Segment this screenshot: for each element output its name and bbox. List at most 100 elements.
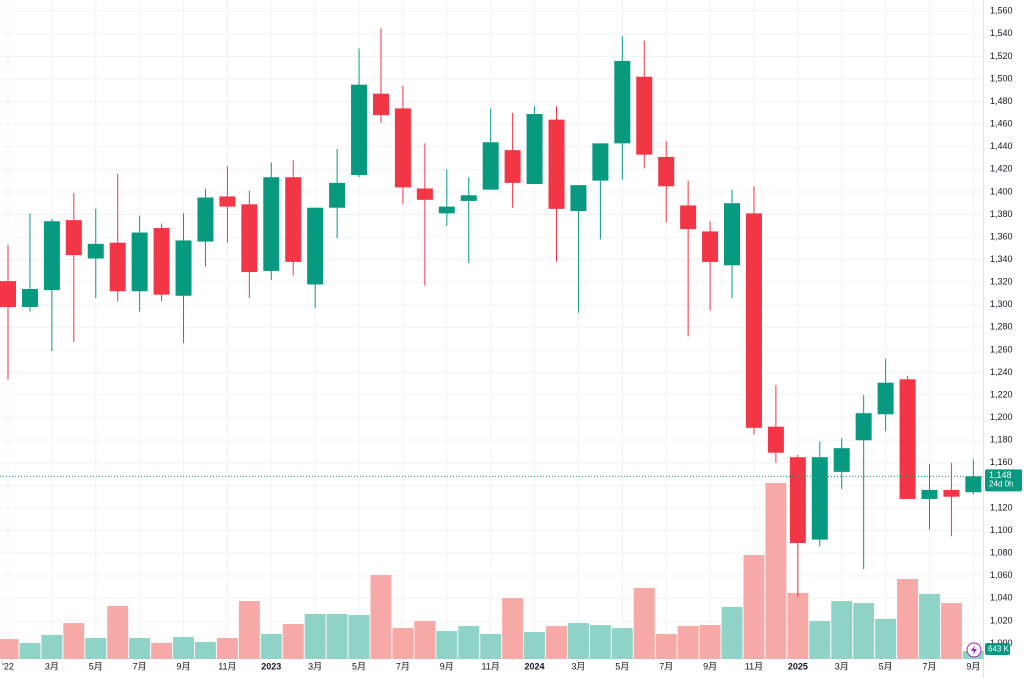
volume-pane	[0, 482, 984, 659]
volume-bar	[173, 636, 194, 659]
volume-bar	[677, 626, 699, 659]
volume-bar	[633, 587, 655, 659]
candle-body	[21, 288, 38, 308]
candle-body	[438, 206, 455, 214]
candle-body	[285, 177, 302, 262]
y-tick-label: 1,120	[990, 502, 1013, 512]
volume-bar	[743, 555, 765, 659]
volume-label-box	[985, 643, 1010, 655]
volume-bar	[63, 623, 85, 659]
candle-body	[263, 177, 280, 271]
candle-body	[833, 448, 850, 472]
candle-body	[724, 203, 741, 266]
volume-bar	[831, 601, 853, 659]
y-tick-label: 1,180	[990, 435, 1013, 445]
candle-body	[351, 84, 368, 175]
candle-body	[789, 457, 806, 543]
x-tick-label: 9月	[440, 661, 454, 671]
candle-body	[329, 182, 346, 208]
volume-bar	[304, 613, 326, 659]
volume-bar	[480, 633, 502, 659]
volume-bar	[282, 624, 304, 659]
candle-body	[921, 489, 938, 499]
x-tick-label: 7月	[922, 661, 936, 671]
x-tick-label: 5月	[89, 661, 103, 671]
volume-bar	[238, 601, 260, 659]
y-tick-label: 1,360	[990, 231, 1013, 241]
candle-body	[504, 150, 521, 183]
volume-bar	[589, 625, 611, 659]
candle-body	[855, 413, 872, 441]
candle-body	[943, 489, 960, 497]
x-tick-label: 3月	[571, 661, 585, 671]
volume-bar	[919, 593, 940, 659]
candle-body	[219, 196, 236, 207]
candle-body	[899, 379, 916, 499]
volume-label: 643 K	[988, 645, 1010, 654]
y-tick-label: 1,200	[990, 412, 1013, 422]
x-tick-label: 9月	[703, 661, 717, 671]
volume-bar	[194, 641, 216, 659]
x-tick-label: 7月	[133, 661, 147, 671]
x-tick-label: 2024	[525, 661, 545, 671]
candle-body	[416, 188, 433, 200]
candle-body	[767, 426, 784, 453]
y-tick-label: 1,020	[990, 615, 1013, 625]
volume-bar	[436, 631, 458, 659]
volume-bar	[392, 628, 414, 659]
volume-bar	[502, 598, 524, 659]
y-tick-label: 1,460	[990, 119, 1013, 129]
volume-bar	[0, 639, 19, 659]
y-tick-label: 1,420	[990, 164, 1013, 174]
volume-bar	[567, 623, 589, 659]
volume-bar	[85, 637, 107, 659]
grid	[0, 0, 983, 658]
countdown-label: 24d 0h	[989, 479, 1013, 488]
y-tick-label: 1,400	[990, 186, 1013, 196]
candle-body	[394, 108, 411, 188]
volume-bar	[348, 614, 370, 659]
volume-bar	[107, 606, 129, 659]
y-tick-label: 1,380	[990, 209, 1013, 219]
x-tick-label: 11月	[218, 661, 236, 671]
candle-body	[570, 185, 587, 212]
y-tick-label: 1,480	[990, 96, 1013, 106]
y-tick-label: 1,040	[990, 593, 1013, 603]
volume-bar	[19, 642, 41, 659]
x-tick-label: 3月	[835, 661, 849, 671]
x-tick-label: 9月	[966, 661, 980, 671]
candle-body	[109, 242, 126, 292]
volume-bar	[721, 607, 743, 659]
candle-body	[153, 228, 170, 295]
x-tick-label: 2023	[261, 661, 281, 671]
candle-body	[658, 156, 675, 187]
y-tick-label: 1,500	[990, 73, 1013, 83]
y-tick-label: 1,340	[990, 254, 1013, 264]
candle-body	[0, 281, 16, 308]
candle-body	[43, 221, 60, 291]
y-tick-label: 1,060	[990, 570, 1013, 580]
candle-body	[965, 476, 982, 493]
volume-bar	[875, 618, 897, 659]
alert-bolt	[971, 645, 977, 655]
x-tick-label: 11月	[745, 661, 763, 671]
candle-body	[131, 232, 148, 292]
y-tick-label: 1,100	[990, 525, 1013, 535]
x-tick-label: 3月	[45, 661, 59, 671]
y-tick-label: 1,300	[990, 299, 1013, 309]
volume-bar	[853, 603, 875, 659]
y-tick-label: 1,000	[990, 638, 1013, 648]
y-tick-label: 1,080	[990, 548, 1013, 558]
candle-body	[680, 205, 697, 230]
volume-bar	[414, 621, 436, 659]
last-price-box	[985, 469, 1022, 492]
candle-body	[526, 114, 543, 185]
x-tick-label: 5月	[352, 661, 366, 671]
candle-body	[482, 142, 499, 190]
volume-bar	[699, 625, 721, 659]
volume-bar	[787, 592, 809, 659]
x-tick-label: 9月	[177, 661, 191, 671]
volume-bar	[216, 637, 238, 659]
x-tick-label: 11月	[482, 661, 500, 671]
x-tick-label: 5月	[615, 661, 629, 671]
